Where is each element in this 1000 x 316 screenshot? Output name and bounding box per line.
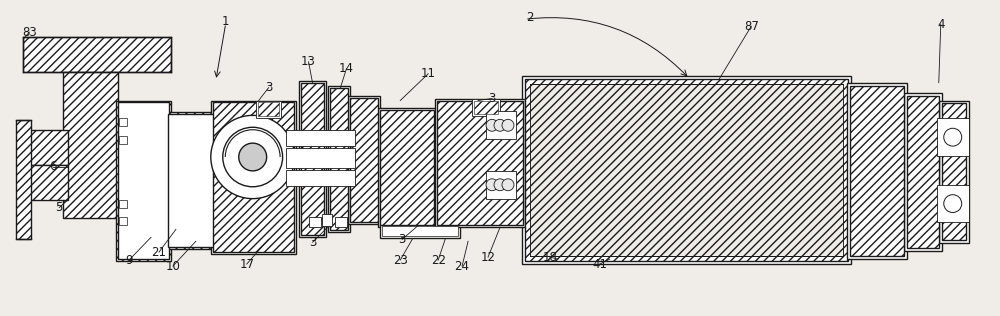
Text: 13: 13 [301, 55, 316, 68]
Bar [380, 110, 434, 225]
Text: 9: 9 [125, 254, 133, 267]
Bar [382, 226, 458, 236]
Text: 1: 1 [222, 15, 230, 28]
Bar [330, 88, 348, 230]
Bar [937, 185, 969, 222]
Bar [530, 84, 843, 256]
Bar [472, 99, 500, 116]
Bar [286, 130, 355, 146]
Text: 17: 17 [239, 258, 254, 270]
Bar [23, 130, 68, 165]
Text: 24: 24 [455, 259, 470, 272]
Bar [256, 100, 281, 118]
Circle shape [486, 179, 498, 191]
Circle shape [486, 119, 498, 131]
Text: 2: 2 [526, 11, 534, 24]
Bar [299, 81, 326, 237]
Bar [525, 79, 848, 261]
Text: 87: 87 [744, 20, 759, 33]
Bar [328, 86, 350, 232]
Bar [437, 100, 523, 225]
Circle shape [211, 115, 295, 199]
Text: 21: 21 [151, 246, 166, 259]
Circle shape [223, 127, 283, 187]
Text: 4: 4 [937, 18, 945, 31]
Circle shape [502, 179, 514, 191]
Bar [16, 120, 31, 239]
Circle shape [944, 195, 962, 213]
Circle shape [494, 179, 506, 191]
Text: 23: 23 [393, 254, 408, 267]
Bar [904, 93, 942, 251]
Bar [119, 200, 127, 208]
Bar [118, 102, 169, 259]
Bar [530, 84, 843, 256]
Bar [211, 100, 296, 254]
Bar [380, 224, 460, 238]
Text: 22: 22 [431, 254, 446, 267]
Bar [939, 100, 969, 243]
Bar [474, 100, 498, 114]
Text: 14: 14 [339, 62, 354, 75]
Bar [850, 86, 904, 256]
Bar [335, 217, 347, 228]
Bar [166, 112, 216, 249]
Circle shape [239, 143, 267, 171]
Text: 12: 12 [481, 251, 496, 264]
Bar [286, 170, 355, 186]
Bar [937, 118, 969, 156]
Circle shape [944, 128, 962, 146]
Text: 3: 3 [265, 81, 272, 94]
Bar [378, 108, 436, 228]
Bar [309, 217, 320, 228]
Bar [119, 217, 127, 225]
Bar [258, 102, 279, 116]
Bar [907, 95, 939, 248]
Circle shape [494, 119, 506, 131]
Bar [350, 98, 378, 222]
Text: 3: 3 [399, 233, 406, 246]
Bar [119, 136, 127, 144]
Text: 18: 18 [542, 251, 557, 264]
Bar [116, 100, 171, 261]
Bar [847, 83, 907, 259]
Bar [168, 114, 214, 247]
Bar [286, 148, 355, 168]
Text: 11: 11 [421, 67, 436, 80]
Bar [942, 103, 966, 240]
Text: 10: 10 [165, 259, 180, 272]
Bar [23, 165, 68, 200]
Bar [119, 118, 127, 126]
Bar [322, 215, 332, 226]
Text: 41: 41 [592, 258, 607, 270]
Text: 5: 5 [56, 201, 63, 214]
Bar [522, 76, 851, 264]
Bar [435, 99, 525, 228]
Text: 3: 3 [309, 236, 316, 249]
Text: 6: 6 [49, 161, 57, 173]
Circle shape [502, 119, 514, 131]
Bar [486, 171, 516, 199]
Bar [23, 37, 171, 72]
Bar [301, 83, 324, 235]
Bar [63, 72, 118, 218]
Text: 83: 83 [22, 26, 37, 39]
Bar [486, 112, 516, 139]
Bar [348, 95, 380, 224]
Text: 3: 3 [488, 92, 496, 105]
Bar [213, 102, 294, 252]
